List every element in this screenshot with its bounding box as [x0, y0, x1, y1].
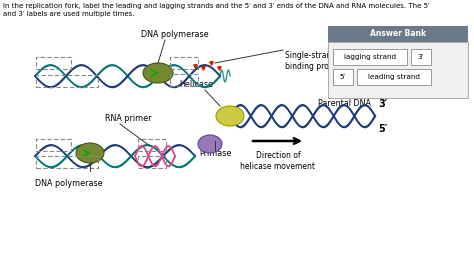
Text: Primase: Primase — [199, 149, 231, 158]
Text: leading strand: leading strand — [368, 74, 420, 80]
Ellipse shape — [198, 135, 222, 153]
Text: 5′: 5′ — [378, 124, 387, 134]
FancyBboxPatch shape — [333, 69, 353, 85]
FancyBboxPatch shape — [328, 26, 468, 42]
FancyBboxPatch shape — [328, 42, 468, 98]
FancyBboxPatch shape — [411, 49, 431, 65]
FancyBboxPatch shape — [357, 69, 431, 85]
Text: 5′: 5′ — [340, 74, 346, 80]
Text: Helicase: Helicase — [179, 80, 213, 89]
Text: 3′: 3′ — [378, 99, 387, 109]
Text: In the replication fork, label the leading and lagging strands and the 5′ and 3′: In the replication fork, label the leadi… — [3, 3, 429, 17]
Text: Single-stranded DNA
binding proteins: Single-stranded DNA binding proteins — [285, 51, 365, 71]
Text: Direction of
helicase movement: Direction of helicase movement — [240, 151, 316, 171]
Text: RNA primer: RNA primer — [105, 114, 152, 123]
Text: 3′: 3′ — [418, 54, 424, 60]
Ellipse shape — [216, 106, 244, 126]
Ellipse shape — [143, 63, 173, 83]
FancyBboxPatch shape — [333, 49, 407, 65]
Text: DNA polymerase: DNA polymerase — [141, 30, 209, 39]
Text: Answer Bank: Answer Bank — [370, 29, 426, 39]
Text: lagging strand: lagging strand — [344, 54, 396, 60]
Text: DNA polymerase: DNA polymerase — [35, 179, 103, 188]
Text: Parental DNA: Parental DNA — [318, 99, 371, 108]
Ellipse shape — [76, 143, 104, 163]
